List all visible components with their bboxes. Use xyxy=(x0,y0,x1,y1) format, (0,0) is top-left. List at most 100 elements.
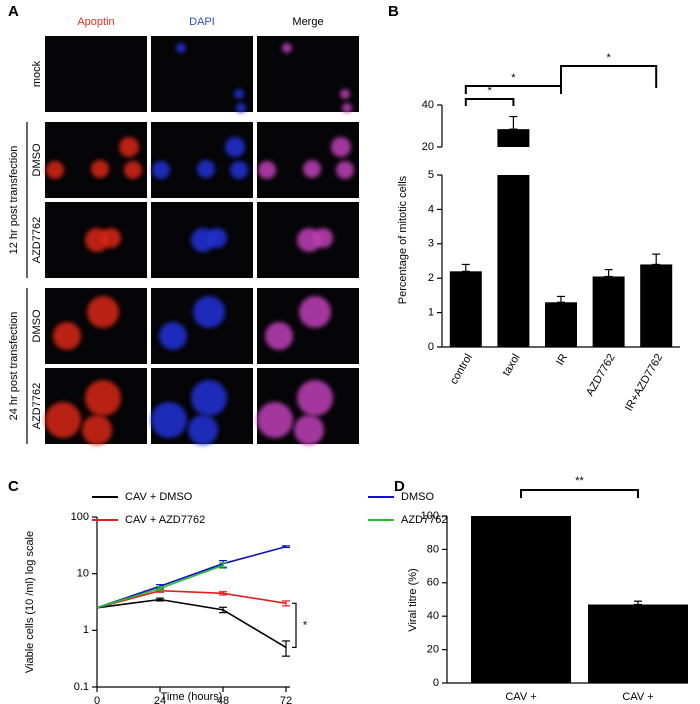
cell xyxy=(45,402,81,438)
panel-label: B xyxy=(388,3,399,20)
y-tick-label: 40 xyxy=(427,610,439,622)
significance-label: * xyxy=(606,52,611,64)
x-tick-label: CAV + xyxy=(505,691,536,703)
x-axis-label: Time (hours) xyxy=(161,691,223,703)
cell xyxy=(193,296,225,328)
cell xyxy=(188,415,218,445)
cell xyxy=(236,103,246,113)
cell xyxy=(297,380,333,416)
y-tick-label: 0.1 xyxy=(74,681,89,693)
cell xyxy=(53,322,81,350)
cell xyxy=(230,161,248,179)
cell xyxy=(101,228,121,248)
y-tick-label: 40 xyxy=(422,99,434,111)
bar xyxy=(592,276,625,347)
cell xyxy=(191,380,227,416)
cell xyxy=(82,415,112,445)
x-tick-label: CAV + xyxy=(622,691,653,703)
x-tick-label: control xyxy=(448,352,475,387)
row-label: AZD7762 xyxy=(31,383,43,429)
legend-label: DMSO xyxy=(401,491,434,503)
series-line xyxy=(96,589,287,609)
bar xyxy=(449,271,482,347)
series-line xyxy=(96,598,287,649)
y-axis-label: Viral titre (%) xyxy=(407,568,419,631)
cell xyxy=(294,415,324,445)
bar xyxy=(640,264,673,347)
y-tick-label: 4 xyxy=(428,203,434,215)
y-tick-label: 1 xyxy=(83,624,89,636)
x-tick-label: IR xyxy=(554,352,570,368)
y-tick-label: 100 xyxy=(421,510,439,522)
column-header: Apoptin xyxy=(77,16,114,28)
cell xyxy=(336,161,354,179)
panel-label: D xyxy=(394,478,405,495)
y-tick-label: 2 xyxy=(428,272,434,284)
micrograph xyxy=(45,36,147,112)
y-tick-label: 20 xyxy=(427,644,439,656)
x-tick-label: AZD7762 xyxy=(584,352,618,398)
bar xyxy=(497,129,530,147)
cell xyxy=(299,296,331,328)
cell xyxy=(197,160,215,178)
cell xyxy=(151,402,187,438)
bar xyxy=(471,516,571,683)
bar xyxy=(545,302,577,347)
significance-label: ** xyxy=(575,475,584,487)
micrograph xyxy=(257,122,359,198)
cell xyxy=(159,322,187,350)
row-label: DMSO xyxy=(31,143,43,176)
cell xyxy=(85,380,121,416)
y-tick-label: 3 xyxy=(428,238,434,250)
cell xyxy=(340,89,350,99)
micrograph xyxy=(257,36,359,112)
micrograph xyxy=(45,122,147,198)
x-tick-label: 0 xyxy=(94,695,100,704)
significance-bracket xyxy=(464,98,515,106)
bar xyxy=(497,175,530,347)
y-tick-label: 10 xyxy=(77,568,89,580)
cell xyxy=(152,161,170,179)
group-label: 12 hr post transfection xyxy=(8,146,20,255)
group-label: 24 hr post transfection xyxy=(8,312,20,421)
bar xyxy=(588,604,688,683)
row-label: DMSO xyxy=(31,309,43,342)
y-tick-label: 0 xyxy=(433,677,439,689)
cell xyxy=(234,89,244,99)
x-tick-label: 48 xyxy=(217,695,229,704)
cell xyxy=(91,160,109,178)
significance-bracket xyxy=(520,489,639,498)
y-tick-label: 20 xyxy=(422,141,434,153)
significance-bracket xyxy=(292,602,297,648)
panel-label: A xyxy=(8,3,19,20)
y-tick-label: 0 xyxy=(428,341,434,353)
cell xyxy=(342,103,352,113)
x-tick-label: 24 xyxy=(154,695,166,704)
cell xyxy=(87,296,119,328)
column-header: DAPI xyxy=(189,16,215,28)
series-line xyxy=(96,545,287,609)
legend-label: AZD7762 xyxy=(401,514,447,526)
significance-label: * xyxy=(303,619,308,631)
cell xyxy=(46,161,64,179)
y-axis-label: Viable cells (10 /ml) log scale xyxy=(24,531,36,673)
significance-bracket xyxy=(464,85,562,94)
x-tick-label: 72 xyxy=(280,695,292,704)
cell xyxy=(257,402,293,438)
row-label: AZD7762 xyxy=(31,217,43,263)
cell xyxy=(303,160,321,178)
y-tick-label: 100 xyxy=(71,511,89,523)
y-tick-label: 5 xyxy=(428,169,434,181)
cell xyxy=(331,137,351,157)
micrograph xyxy=(151,36,253,112)
cell xyxy=(313,228,333,248)
panel-label: C xyxy=(8,478,19,495)
cell xyxy=(265,322,293,350)
significance-bracket xyxy=(560,65,658,88)
cell xyxy=(258,161,276,179)
y-tick-label: 1 xyxy=(428,307,434,319)
y-axis-label: Percentage of mitotic cells xyxy=(397,175,409,304)
y-tick-label: 60 xyxy=(427,577,439,589)
y-tick-label: 80 xyxy=(427,543,439,555)
